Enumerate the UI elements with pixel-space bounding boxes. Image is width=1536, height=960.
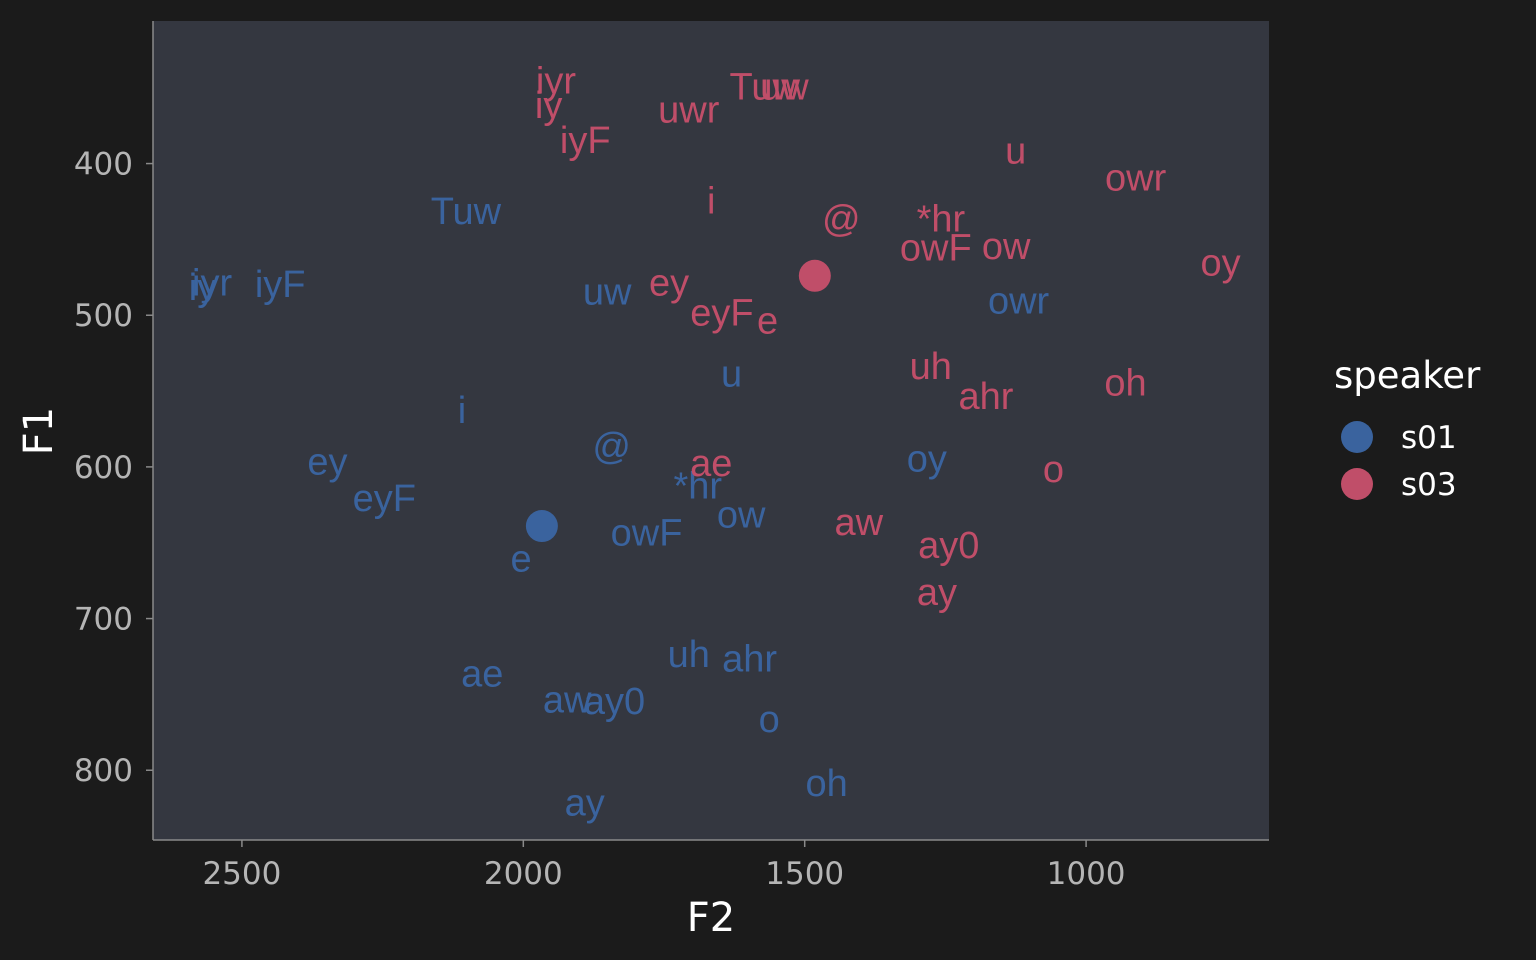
legend-key-s03: [1341, 468, 1373, 500]
vowel-label-s03: uw: [760, 67, 809, 109]
plot-panel: [153, 21, 1269, 840]
vowel-label-s03: uh: [910, 346, 952, 388]
vowel-label-s01: ae: [461, 654, 503, 696]
y-axis-ticks: 400 500 600 700 800: [74, 147, 153, 789]
vowel-label-s03: ay: [917, 572, 957, 614]
mean-point-s01: [525, 510, 558, 543]
vowel-label-s01: u: [721, 353, 742, 395]
x-tick-label: 1500: [765, 856, 844, 892]
x-tick-label: 2000: [484, 856, 563, 892]
vowel-label-s01: eyF: [353, 478, 416, 520]
y-tick-label: 600: [74, 450, 133, 486]
legend-key-s01: [1341, 421, 1373, 453]
vowel-label-s03: u: [1005, 130, 1026, 172]
vowel-label-s01: o: [759, 699, 780, 741]
vowel-label-s03: ow: [982, 226, 1031, 268]
vowel-label-s03: iyr: [536, 61, 576, 103]
x-axis-ticks: 2500 2000 1500 1000: [202, 840, 1126, 892]
vowel-label-s01: owF: [611, 513, 683, 555]
x-tick-label: 1000: [1047, 856, 1126, 892]
x-tick-label: 2500: [202, 856, 281, 892]
y-tick-label: 700: [74, 602, 133, 638]
vowel-label-s03: aw: [834, 502, 883, 544]
vowel-label-s01: ow: [717, 494, 766, 536]
vowel-label-s03: o: [1043, 449, 1064, 491]
vowel-label-s01: @: [592, 426, 631, 468]
vowel-label-s01: *hr: [673, 466, 722, 508]
vowel-label-s03: owF: [900, 228, 972, 270]
vowel-label-s01: iyr: [192, 262, 232, 304]
y-tick-label: 500: [74, 298, 133, 334]
vowel-label-s03: uwr: [658, 89, 720, 131]
vowel-label-s03: iyF: [560, 120, 611, 162]
vowel-label-s01: ay0: [584, 681, 645, 723]
y-tick-label: 400: [74, 147, 133, 183]
vowel-label-s03: *hr: [917, 199, 966, 241]
vowel-label-s03: i: [707, 180, 715, 222]
vowel-label-s01: ahr: [722, 639, 777, 681]
x-axis-title: F2: [687, 895, 735, 941]
vowel-label-s03: e: [757, 300, 778, 342]
y-axis-title: F1: [16, 407, 62, 455]
vowel-label-s03: oh: [1104, 362, 1146, 404]
vowel-label-s01: iyF: [255, 264, 306, 306]
vowel-label-s01: Tuw: [431, 191, 502, 233]
y-tick-label: 800: [74, 753, 133, 789]
vowel-label-s01: uw: [583, 271, 632, 313]
vowel-label-s01: aw: [543, 679, 592, 721]
legend-label-s03: s03: [1401, 467, 1457, 503]
vowel-label-s03: ey: [649, 262, 689, 304]
vowel-label-s01: oy: [907, 438, 947, 480]
vowel-label-s01: oh: [806, 763, 848, 805]
vowel-label-s03: Tuw: [730, 67, 801, 109]
vowel-label-s01: ay: [565, 783, 605, 825]
vowel-label-s03: ae: [690, 443, 732, 485]
vowel-label-s01: i: [458, 390, 466, 432]
vowel-label-s01: iy: [189, 267, 216, 309]
vowel-label-s03: ahr: [958, 376, 1013, 418]
vowel-label-s03: eyF: [690, 293, 753, 335]
vowel-label-s01: owr: [988, 281, 1050, 323]
legend-label-s01: s01: [1401, 420, 1457, 456]
vowel-label-s03: owr: [1105, 158, 1167, 200]
mean-point-s03: [798, 259, 831, 292]
legend-title: speaker: [1334, 354, 1481, 397]
vowel-label-s01: e: [510, 538, 531, 580]
vowel-label-s03: iy: [535, 85, 562, 127]
vowel-label-s01: ey: [307, 441, 347, 483]
vowel-label-s03: @: [822, 199, 861, 241]
vowel-label-s03: ay0: [918, 525, 979, 567]
vowel-label-s01: uh: [668, 634, 710, 676]
vowel-label-s03: oy: [1201, 243, 1241, 285]
